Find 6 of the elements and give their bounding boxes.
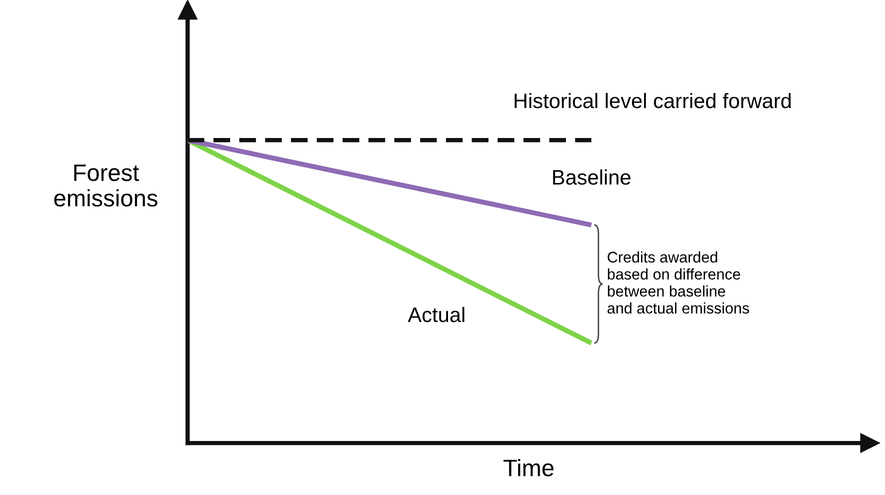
series-label: Actual xyxy=(408,306,464,322)
series-label: Baseline xyxy=(553,169,630,185)
y-axis-title: Forest emissions xyxy=(54,164,158,207)
series-label: Historical level carried forward xyxy=(514,92,791,108)
annotation: Credits awarded based on difference between baseline and actual emissions xyxy=(608,251,750,314)
x-axis-title: Time xyxy=(504,458,554,476)
